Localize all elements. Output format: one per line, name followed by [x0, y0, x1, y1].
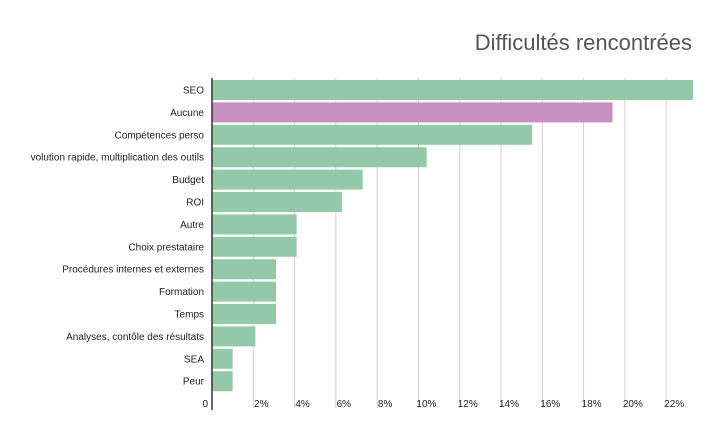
bar-3 [212, 147, 427, 168]
category-label-10: Temps [175, 310, 204, 321]
bar-5 [212, 192, 343, 212]
category-label-2: Compétences perso [115, 130, 205, 141]
bar-13 [212, 371, 233, 392]
category-label-9: Formation [159, 287, 204, 298]
bar-2 [212, 124, 532, 145]
category-label-11: Analyses, contôle des résultats [66, 332, 204, 343]
category-label-4: Budget [172, 175, 204, 186]
category-label-6: Autre [180, 220, 204, 231]
category-label-1: Aucune [170, 108, 204, 119]
bar-11 [212, 326, 256, 347]
x-tick-labels: 0 2% 4% 6% 8% 10% 12% 14% 16% 18% 20% 22% [202, 399, 684, 410]
chart-title: Difficultés rencontrées [475, 30, 692, 55]
bar-10 [212, 304, 276, 324]
category-label-7: Choix prestataire [128, 242, 204, 253]
category-label-3: volution rapide, multiplication des outi… [31, 153, 204, 164]
bar-4 [212, 169, 363, 190]
x-tick-label-11: 22% [664, 399, 684, 410]
x-tick-label-1: 2% [254, 399, 269, 410]
category-label-12: SEA [184, 354, 204, 365]
x-tick-label-10: 20% [623, 399, 643, 410]
x-tick-label-9: 18% [582, 399, 602, 410]
bar-0 [212, 80, 693, 100]
x-tick-label-3: 6% [337, 399, 352, 410]
x-tick-label-0: 0 [202, 399, 208, 410]
category-labels: SEO Aucune Compétences perso volution rapid… [31, 86, 205, 388]
bar-12 [212, 348, 233, 369]
x-tick-label-8: 16% [540, 399, 560, 410]
category-label-0: SEO [183, 86, 204, 97]
bar-1 [212, 102, 613, 123]
bar-8 [212, 259, 276, 280]
category-label-8: Procédures internes et externes [62, 265, 204, 276]
bar-9 [212, 281, 276, 302]
x-tick-label-5: 10% [416, 399, 436, 410]
bar-6 [212, 214, 297, 235]
x-tick-label-7: 14% [499, 399, 519, 410]
x-tick-label-2: 4% [295, 399, 310, 410]
bar-7 [212, 236, 297, 257]
x-tick-label-4: 8% [378, 399, 393, 410]
bar-layer [212, 80, 693, 392]
category-label-13: Peur [183, 377, 205, 388]
x-tick-label-6: 12% [458, 399, 478, 410]
category-label-5: ROI [186, 198, 204, 209]
